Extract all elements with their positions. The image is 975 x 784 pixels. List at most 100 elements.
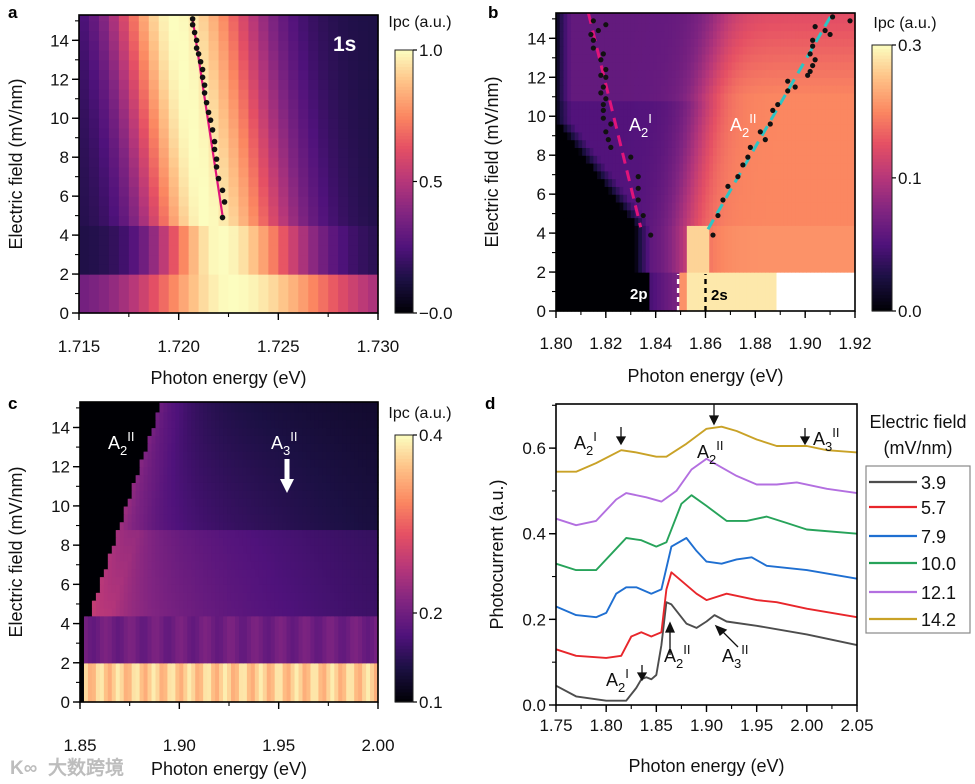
heatmap-cell (836, 116, 841, 125)
heatmap-cell (574, 124, 580, 133)
heatmap-cell (798, 272, 804, 312)
heatmap-cell (783, 13, 789, 16)
heatmap-cell (131, 607, 137, 617)
heatmap-cell (769, 162, 774, 172)
heatmap-cell (155, 560, 161, 570)
heatmap-cell (111, 513, 117, 523)
heatmap-cell (720, 217, 725, 226)
heatmap-cell (207, 592, 212, 601)
heatmap-cell (709, 100, 714, 110)
heatmap-cell (290, 513, 296, 523)
heatmap-cell (679, 53, 684, 63)
heatmap-cell (334, 513, 339, 523)
heatmap-cell (198, 69, 210, 80)
heatmap-cell (641, 69, 647, 78)
heatmap-cell (582, 124, 587, 133)
heatmap-cell (559, 14, 565, 24)
heatmap-cell (559, 92, 565, 102)
heatmap-cell (167, 568, 172, 578)
heatmap-cell (627, 53, 632, 63)
heatmap-cell (574, 131, 580, 141)
heatmap-cell (119, 490, 125, 499)
heatmap-cell (567, 108, 572, 117)
heatmap-cell (724, 69, 729, 78)
heatmap-cell (653, 116, 658, 125)
heatmap-cell (619, 116, 624, 125)
heatmap-cell (298, 244, 309, 256)
heatmap-cell (739, 124, 744, 133)
heatmap-cell (645, 178, 651, 187)
heatmap-cell (286, 607, 292, 617)
heatmap-cell (664, 116, 669, 125)
heatmap-cell (366, 662, 371, 703)
heatmap-cell (175, 600, 180, 609)
heatmap-cell (574, 14, 580, 24)
heatmap-cell (258, 529, 264, 538)
heatmap-cell (159, 490, 165, 499)
heatmap-cell (720, 85, 725, 94)
heatmap-cell (806, 108, 811, 117)
heatmap-cell (727, 85, 733, 94)
heatmap-cell (701, 108, 707, 117)
heatmap-cell (223, 615, 228, 664)
heatmap-cell (366, 513, 371, 523)
heatmap-cell (832, 77, 837, 86)
heatmap-cell (254, 584, 260, 593)
heatmap-cell (139, 584, 145, 593)
heatmap-cell (148, 127, 160, 139)
heatmap-cell (191, 615, 196, 664)
heatmap-cell (208, 15, 220, 22)
heatmap-cell (585, 46, 591, 55)
heatmap-cell (338, 176, 349, 187)
heatmap-cell (731, 22, 736, 32)
heatmap-cell (155, 615, 161, 664)
heatmap-cell (294, 560, 300, 570)
heatmap-cell (671, 272, 677, 312)
heatmap-cell (783, 100, 789, 110)
heatmap-cell (211, 615, 216, 664)
heatmap-cell (198, 176, 210, 187)
heatmap-cell (806, 225, 811, 273)
heatmap-cell (278, 607, 284, 617)
heatmap-cell (188, 235, 200, 246)
heatmap-cell (135, 498, 141, 507)
heatmap-cell (597, 85, 602, 94)
heatmap-cell (593, 201, 598, 211)
heatmap-cell (270, 498, 276, 507)
heatmap-cell (238, 584, 244, 593)
heatmap-cell (80, 560, 85, 570)
heatmap-cell (238, 521, 244, 531)
heatmap-cell (115, 490, 121, 499)
heatmap-cell (604, 209, 609, 219)
heatmap-cell (198, 30, 210, 41)
heatmap-cell (248, 20, 259, 32)
heatmap-cell (582, 30, 587, 39)
heatmap-cell (690, 38, 695, 47)
panel-a-heatmap (79, 15, 379, 314)
heatmap-cell (683, 22, 688, 32)
heatmap-cell (604, 162, 609, 172)
heatmap-cell (147, 529, 153, 538)
heatmap-cell (250, 576, 256, 585)
colorbar-segment (395, 168, 413, 173)
heatmap-cell (358, 498, 363, 507)
heatmap-cell (302, 537, 308, 546)
heatmap-cell (559, 77, 565, 86)
colorbar-segment (872, 94, 892, 99)
heatmap-cell (111, 498, 117, 507)
heatmap-cell (653, 201, 658, 211)
heatmap-cell (91, 592, 97, 601)
heatmap-cell (195, 498, 200, 507)
heatmap-cell (151, 576, 157, 585)
heatmap-cell (585, 170, 591, 180)
heatmap-cell (716, 194, 722, 203)
heatmap-cell (326, 607, 331, 617)
colorbar-segment (395, 125, 413, 130)
heatmap-cell (769, 92, 774, 102)
heatmap-cell (585, 124, 591, 133)
heatmap-cell (298, 592, 304, 601)
heatmap-cell (99, 560, 105, 570)
heatmap-cell (108, 225, 120, 236)
heatmap-cell (761, 147, 766, 156)
heatmap-cell (128, 196, 140, 207)
